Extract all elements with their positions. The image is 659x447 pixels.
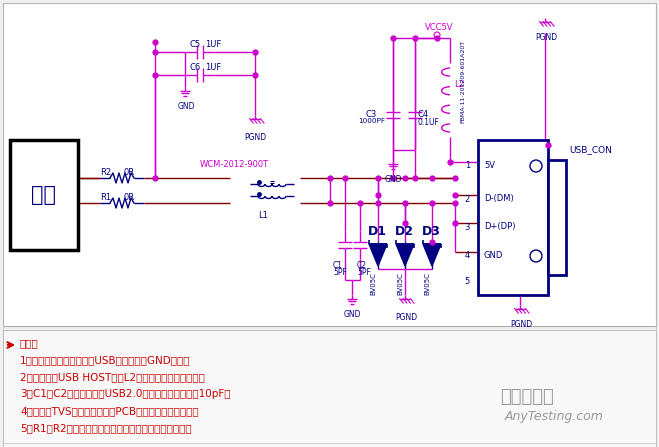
Text: 1000PF: 1000PF [358, 118, 385, 124]
Text: BV05C: BV05C [397, 272, 403, 295]
Text: FBMA-11-201209-601A20T: FBMA-11-201209-601A20T [460, 40, 465, 123]
Text: WCM-2012-900T: WCM-2012-900T [200, 160, 269, 169]
Text: D2: D2 [395, 225, 414, 238]
Text: D1: D1 [368, 225, 387, 238]
Polygon shape [396, 244, 414, 266]
Text: GND: GND [344, 310, 362, 319]
Text: 5PF: 5PF [357, 268, 371, 277]
Text: 嘉峪检测网: 嘉峪检测网 [500, 388, 554, 406]
Text: 2: 2 [465, 194, 470, 203]
Text: 5、R1、R2为限流电阴，使用时根据实际情层进行调整；: 5、R1、R2为限流电阴，使用时根据实际情层进行调整； [20, 423, 192, 433]
Text: PGND: PGND [244, 133, 266, 142]
Bar [3, 3, 656, 326]
Bar [3, 330, 656, 447]
Text: GND: GND [385, 175, 403, 184]
Text: 4: 4 [465, 252, 470, 261]
Text: 5: 5 [465, 277, 470, 286]
Text: 3、C1、C2为预设计，在USB2.0接口时容值不要超过10pF；: 3、C1、C2为预设计，在USB2.0接口时容值不要超过10pF； [20, 389, 231, 399]
Text: BV05C: BV05C [424, 272, 430, 295]
Text: D+(DP): D+(DP) [484, 223, 515, 232]
Text: 2、若接口为USB HOST，则L2需要更换为大电流磁珠；: 2、若接口为USB HOST，则L2需要更换为大电流磁珠； [20, 372, 205, 382]
Text: BV05C: BV05C [370, 272, 376, 295]
Text: 0.1UF: 0.1UF [418, 118, 440, 127]
Text: C6: C6 [190, 63, 201, 72]
Text: 3: 3 [465, 223, 470, 232]
Bar [548, 160, 566, 275]
Polygon shape [369, 244, 387, 266]
Text: PGND: PGND [510, 320, 532, 329]
Text: 1UF: 1UF [205, 40, 221, 49]
Text: 5PF: 5PF [333, 268, 347, 277]
Text: 1: 1 [465, 161, 470, 170]
Text: 0R: 0R [124, 168, 135, 177]
Text: 备注：: 备注： [20, 338, 39, 348]
Text: C3: C3 [366, 110, 377, 119]
Text: AnyTesting.com: AnyTesting.com [505, 410, 604, 423]
Text: 芯片: 芯片 [32, 185, 57, 205]
Text: R1: R1 [100, 193, 111, 202]
Text: C5: C5 [190, 40, 201, 49]
Text: R2: R2 [100, 168, 111, 177]
Text: PGND: PGND [395, 313, 417, 322]
Text: L2: L2 [454, 80, 464, 89]
Text: PGND: PGND [535, 33, 557, 42]
Text: 5V: 5V [484, 161, 495, 170]
Text: L1: L1 [258, 211, 268, 220]
Polygon shape [423, 244, 441, 266]
Text: USB_CON: USB_CON [569, 145, 612, 154]
Text: 0R: 0R [124, 193, 135, 202]
Text: GND: GND [178, 102, 196, 111]
Text: C4: C4 [418, 110, 429, 119]
Text: C2: C2 [357, 261, 367, 270]
Text: D3: D3 [422, 225, 441, 238]
Text: 1、若设备为非金属外壳，USB外壳需要与GND连接；: 1、若设备为非金属外壳，USB外壳需要与GND连接； [20, 355, 190, 365]
Text: 4、为保证TVS能发挥作用，在PCB设计时要大面积接地；: 4、为保证TVS能发挥作用，在PCB设计时要大面积接地； [20, 406, 198, 416]
Text: D-(DM): D-(DM) [484, 194, 514, 203]
Text: C1: C1 [333, 261, 343, 270]
Bar [10, 140, 78, 250]
Text: VCC5V: VCC5V [425, 23, 453, 32]
Bar [478, 140, 548, 295]
Text: GND: GND [484, 252, 503, 261]
Text: 1UF: 1UF [205, 63, 221, 72]
